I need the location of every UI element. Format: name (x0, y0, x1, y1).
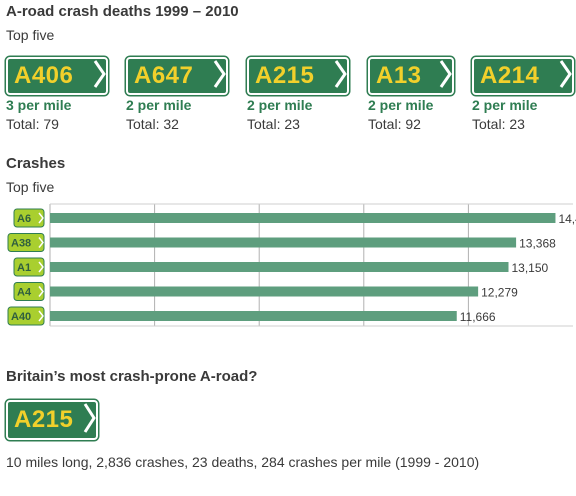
crashes-title: Crashes (6, 155, 66, 172)
road-sign-label: A406 (14, 62, 74, 89)
crash-prone-title: Britain’s most crash-prone A-road? (6, 368, 258, 385)
road-sign-label: A647 (134, 62, 194, 89)
category-label: A38 (11, 238, 31, 250)
road-sign-a215: A215 (247, 57, 349, 95)
chevron-right-icon (38, 237, 44, 248)
category-label: A40 (11, 311, 31, 323)
category-label: A6 (17, 213, 31, 225)
category-sign-a1: A1 (13, 257, 45, 277)
bar-value-label: 14,497 (558, 212, 576, 226)
category-label: A1 (17, 262, 31, 274)
chevron-right-icon (439, 60, 452, 88)
bar-value-label: 13,150 (511, 261, 548, 275)
chevron-right-icon (38, 212, 44, 224)
chevron-right-icon (38, 261, 44, 273)
page-title: A-road crash deaths 1999 – 2010 (6, 3, 239, 20)
death-total: Total: 23 (472, 116, 525, 132)
death-total: Total: 32 (126, 116, 179, 132)
bar-value-label: 13,368 (519, 237, 556, 251)
category-sign-a40: A40 (7, 306, 45, 326)
death-total: Total: 79 (6, 116, 59, 132)
category-sign-a6: A6 (13, 208, 45, 228)
death-rate: 3 per mile (6, 97, 72, 113)
road-sign-a13: A13 (368, 57, 454, 95)
chevron-right-icon (213, 60, 226, 88)
road-sign-label: A214 (480, 62, 540, 89)
bar-a40 (50, 311, 457, 321)
crash-prone-road-sign: A215 (6, 400, 98, 440)
chevron-right-icon (38, 310, 44, 322)
bar-a4 (50, 286, 479, 297)
road-sign-label: A13 (376, 62, 422, 89)
crash-prone-description: 10 miles long, 2,836 crashes, 23 deaths,… (6, 454, 480, 470)
chevron-right-icon (559, 60, 572, 88)
crash-prone-road-label: A215 (14, 406, 74, 433)
chevron-right-icon (38, 286, 44, 297)
death-rate: 2 per mile (472, 97, 538, 113)
bar-value-label: 12,279 (481, 286, 518, 300)
road-sign-a214: A214 (472, 57, 574, 95)
bar-value-label: 11,666 (460, 310, 496, 324)
death-total: Total: 92 (368, 116, 421, 132)
page-subtitle: Top five (6, 27, 55, 43)
road-sign-a406: A406 (6, 57, 108, 95)
chevron-right-icon (334, 60, 347, 88)
road-sign-label: A215 (255, 62, 315, 89)
crashes-bar-chart: 14,497 A6 13,368 A38 13,150 A1 12,279 A4 11,666 A… (7, 203, 576, 327)
category-label: A4 (17, 287, 32, 299)
category-sign-a4: A4 (13, 282, 45, 301)
death-rate: 2 per mile (247, 97, 313, 113)
crashes-subtitle: Top five (6, 179, 55, 195)
bar-a38 (50, 237, 517, 248)
category-sign-a38: A38 (7, 233, 45, 252)
chevron-right-icon (93, 60, 106, 88)
death-rate: 2 per mile (368, 97, 434, 113)
bar-a6 (50, 213, 556, 223)
death-total: Total: 23 (247, 116, 300, 132)
road-sign-a647: A647 (126, 57, 228, 95)
bar-a1 (50, 262, 509, 272)
death-rate: 2 per mile (126, 97, 192, 113)
chevron-right-icon (83, 403, 96, 433)
